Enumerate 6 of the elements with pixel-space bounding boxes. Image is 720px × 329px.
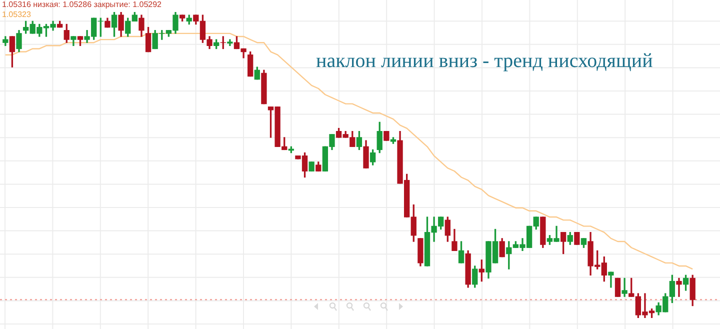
annotation: 1.05323 <box>2 10 31 20</box>
annotation: наклон линии вниз - тренд нисходящий <box>316 50 653 73</box>
text: 1.05316 низкая: 1.05286 закрытие: 1.05292 <box>2 0 162 10</box>
candlestick <box>622 278 628 297</box>
candlestick <box>676 278 682 297</box>
candlestick <box>608 272 614 288</box>
